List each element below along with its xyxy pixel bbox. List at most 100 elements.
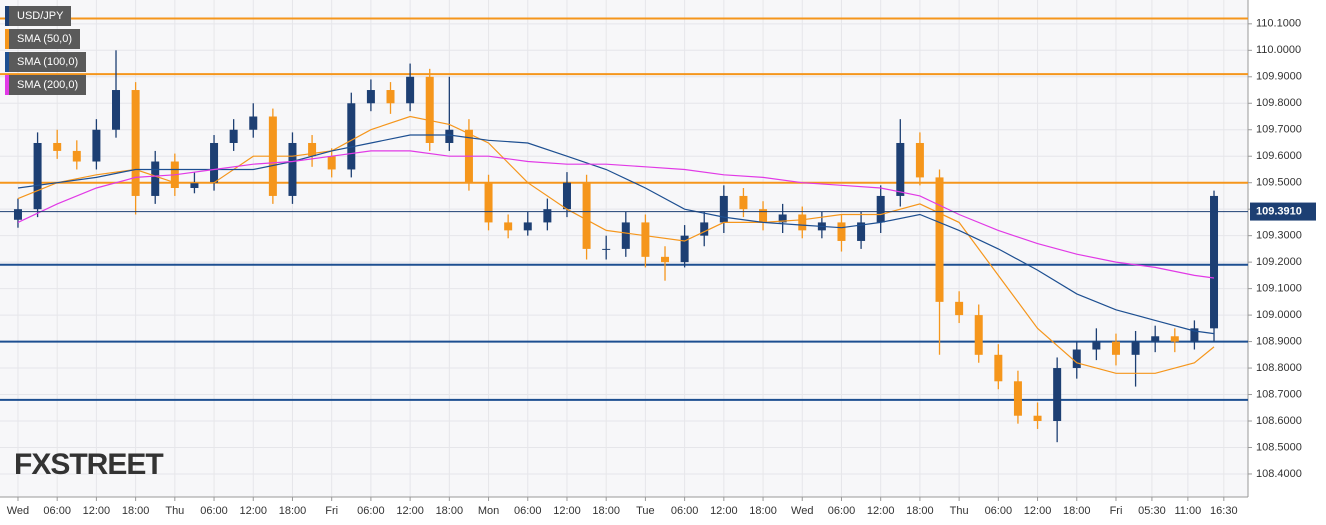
x-tick-label: 06:00 bbox=[671, 505, 699, 517]
candle-body bbox=[680, 235, 689, 263]
x-tick-label: 06:00 bbox=[43, 505, 71, 517]
y-tick-label: 109.0000 bbox=[1256, 309, 1302, 321]
x-tick-label: 16:30 bbox=[1210, 505, 1238, 517]
y-tick-label: 110.1000 bbox=[1256, 18, 1301, 30]
candle-body bbox=[386, 90, 395, 104]
candle-body bbox=[1053, 368, 1062, 422]
y-tick-label: 109.7000 bbox=[1256, 124, 1302, 136]
legend-item: SMA (50,0) bbox=[5, 29, 81, 49]
candle-body bbox=[896, 142, 905, 196]
candle-body bbox=[543, 209, 552, 223]
x-tick-label: Wed bbox=[7, 505, 29, 517]
x-tick-label: 06:00 bbox=[200, 505, 228, 517]
candle-body bbox=[759, 209, 768, 223]
x-tick-label: 18:00 bbox=[436, 505, 464, 517]
candle-body bbox=[33, 142, 42, 210]
candle-body bbox=[700, 222, 709, 236]
sma-line bbox=[17, 115, 1215, 374]
x-tick-label: Thu bbox=[165, 505, 184, 517]
candle-body bbox=[915, 142, 924, 178]
candle-body bbox=[974, 315, 983, 355]
sma-line bbox=[17, 134, 1215, 335]
candle-body bbox=[308, 142, 317, 157]
candle-body bbox=[1151, 336, 1160, 342]
x-tick-label: Thu bbox=[950, 505, 969, 517]
y-tick-label: 109.2000 bbox=[1256, 256, 1302, 268]
x-tick-label: 11:00 bbox=[1175, 505, 1202, 517]
legend-label: SMA (50,0) bbox=[17, 33, 73, 45]
candle-body bbox=[621, 222, 630, 249]
legend-swatch bbox=[5, 29, 9, 49]
y-tick-label: 109.8000 bbox=[1256, 97, 1302, 109]
candle-body bbox=[131, 90, 140, 196]
candle-body bbox=[13, 209, 22, 220]
candle-body bbox=[1111, 341, 1120, 355]
x-tick-label: 18:00 bbox=[279, 505, 307, 517]
candle-body bbox=[876, 195, 885, 223]
legend-label: USD/JPY bbox=[17, 10, 64, 22]
x-tick-label: 06:00 bbox=[514, 505, 542, 517]
last-price-box bbox=[1250, 202, 1316, 221]
candle-body bbox=[1033, 415, 1042, 422]
y-tick-label: 108.4000 bbox=[1256, 468, 1302, 480]
y-tick-label: 108.9000 bbox=[1256, 335, 1302, 347]
candle-body bbox=[327, 156, 336, 170]
y-tick-label: 108.5000 bbox=[1256, 441, 1302, 453]
x-tick-label: Mon bbox=[478, 505, 499, 517]
candle-body bbox=[523, 222, 532, 231]
candle-body bbox=[562, 182, 571, 210]
x-tick-label: 12:00 bbox=[239, 505, 267, 517]
legend-swatch bbox=[5, 6, 9, 26]
candle-body bbox=[857, 222, 866, 241]
candle-body bbox=[151, 161, 160, 196]
x-tick-label: 18:00 bbox=[749, 505, 777, 517]
x-tick-label: 12:00 bbox=[710, 505, 738, 517]
candle-body bbox=[92, 129, 101, 162]
y-tick-label: 110.0000 bbox=[1256, 44, 1301, 56]
x-tick-label: 12:00 bbox=[83, 505, 111, 517]
last-price-label: 109.3910 bbox=[1256, 205, 1302, 217]
candle-body bbox=[1170, 336, 1179, 342]
candle-body bbox=[1092, 341, 1101, 350]
x-tick-label: 12:00 bbox=[867, 505, 895, 517]
y-tick-label: 108.8000 bbox=[1256, 362, 1302, 374]
x-tick-label: 18:00 bbox=[122, 505, 150, 517]
candle-body bbox=[641, 222, 650, 257]
candle-body bbox=[955, 301, 964, 316]
candle-body bbox=[602, 248, 611, 250]
candle-body bbox=[112, 90, 121, 130]
candle-body bbox=[1013, 381, 1022, 416]
y-tick-label: 108.6000 bbox=[1256, 415, 1302, 427]
x-tick-label: 06:00 bbox=[985, 505, 1013, 517]
candle-body bbox=[445, 129, 454, 143]
legend-item: SMA (100,0) bbox=[5, 52, 87, 72]
x-tick-label: 12:00 bbox=[396, 505, 424, 517]
candle-body bbox=[72, 150, 81, 162]
legend-label: SMA (100,0) bbox=[17, 56, 79, 68]
watermark: FXSTREET bbox=[14, 448, 163, 481]
y-tick-label: 108.7000 bbox=[1256, 388, 1302, 400]
candle-body bbox=[229, 129, 238, 143]
candle-body bbox=[484, 182, 493, 223]
candle-body bbox=[1072, 349, 1081, 369]
y-tick-label: 109.5000 bbox=[1256, 177, 1302, 189]
candle-body bbox=[53, 142, 62, 151]
legend-item: USD/JPY bbox=[5, 6, 72, 26]
x-tick-label: 12:00 bbox=[1024, 505, 1052, 517]
y-tick-label: 109.3000 bbox=[1256, 230, 1302, 242]
candle-body bbox=[366, 90, 375, 104]
y-tick-label: 109.9000 bbox=[1256, 71, 1302, 83]
y-tick-label: 109.1000 bbox=[1256, 283, 1302, 295]
candle-body bbox=[739, 195, 748, 210]
candle-body bbox=[798, 214, 807, 231]
x-tick-label: Fri bbox=[325, 505, 338, 517]
candle-body bbox=[504, 222, 513, 231]
candle-body bbox=[582, 182, 591, 249]
candle-body bbox=[778, 214, 787, 223]
y-tick-label: 109.6000 bbox=[1256, 150, 1302, 162]
candle-body bbox=[288, 142, 297, 196]
candle-body bbox=[661, 256, 670, 263]
x-tick-label: 18:00 bbox=[592, 505, 620, 517]
legend: USD/JPY SMA (50,0) SMA (100,0) SMA (200,… bbox=[5, 6, 87, 98]
legend-swatch bbox=[5, 75, 9, 95]
